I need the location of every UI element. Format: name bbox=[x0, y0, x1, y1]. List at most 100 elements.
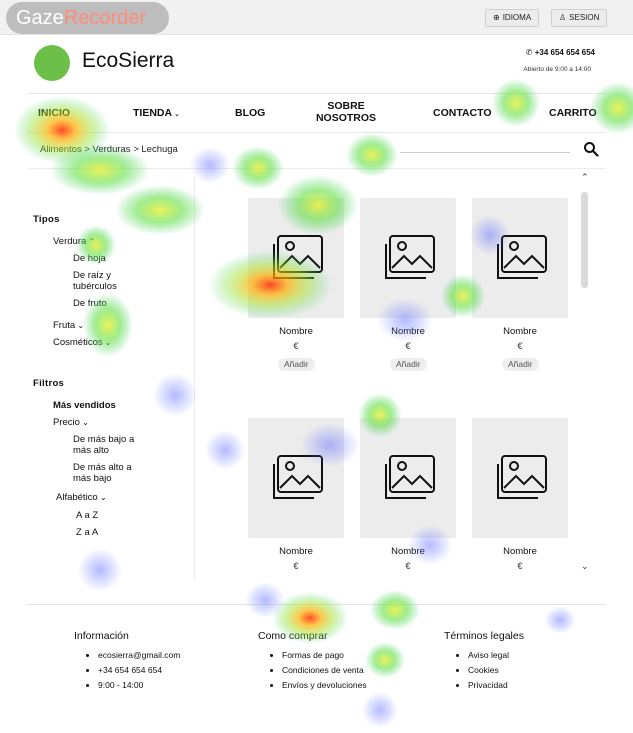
footer-info-title: Información bbox=[74, 630, 129, 642]
chevron-down-icon: ⌄ bbox=[75, 321, 85, 330]
product-name[interactable]: Nombre bbox=[391, 546, 425, 557]
globe-icon: ⊕ bbox=[493, 13, 500, 22]
scroll-down-icon[interactable]: ⌄ bbox=[581, 561, 589, 571]
product-price: € bbox=[293, 561, 299, 571]
footer-buy-title: Como comprar bbox=[258, 630, 328, 642]
sidebar-divider bbox=[194, 176, 195, 580]
image-placeholder-icon bbox=[385, 455, 435, 499]
footer-link[interactable]: Privacidad bbox=[468, 678, 509, 693]
divider bbox=[28, 168, 606, 169]
nav-inicio[interactable]: INICIO bbox=[38, 107, 70, 119]
filter-mas-vendidos[interactable]: Más vendidos bbox=[53, 400, 116, 411]
footer-link[interactable]: Aviso legal bbox=[468, 648, 509, 663]
language-button[interactable]: ⊕ IDIOMA bbox=[485, 9, 540, 27]
cosmeticos-label: Cosméticos bbox=[53, 337, 103, 348]
footer-link[interactable]: Envíos y devoluciones bbox=[282, 678, 367, 693]
footer-hours: 9:00 - 14:00 bbox=[98, 678, 180, 693]
product-price: € bbox=[293, 341, 299, 351]
product-name[interactable]: Nombre bbox=[279, 546, 313, 557]
nav-carrito-label: CARRITO bbox=[549, 107, 597, 119]
fruta-label: Fruta bbox=[53, 320, 76, 331]
footer-link[interactable]: Cookies bbox=[468, 663, 509, 678]
nav-blog-label: BLOG bbox=[235, 107, 266, 119]
product-image[interactable] bbox=[360, 198, 456, 318]
filter-cosmeticos[interactable]: Cosméticos ⌄ bbox=[53, 337, 112, 348]
session-label: SESION bbox=[569, 13, 600, 22]
filter-de-raiz[interactable]: De raíz y tubérculos bbox=[73, 270, 117, 292]
footer-email[interactable]: ecosierra@gmail.com bbox=[98, 648, 180, 663]
nav-carrito[interactable]: CARRITO bbox=[549, 107, 597, 119]
badge-text-2: Recorder bbox=[63, 7, 147, 29]
opening-hours: Abierto de 9:00 a 14:00 bbox=[523, 66, 591, 73]
filter-de-fruto[interactable]: De fruto bbox=[73, 298, 107, 309]
chevron-down-icon: ⌄ bbox=[172, 111, 180, 118]
breadcrumb[interactable]: Alimentos > Verduras > Lechuga bbox=[40, 144, 178, 155]
filter-fruta[interactable]: Fruta ⌄ bbox=[53, 320, 84, 331]
tipos-heading: Tipos bbox=[33, 214, 60, 225]
nav-contacto-label: CONTACTO bbox=[433, 107, 492, 119]
nav-contacto[interactable]: CONTACTO bbox=[433, 107, 492, 119]
main-nav: INICIO TIENDA ⌄ BLOG SOBRE NOSOTROS CONT… bbox=[28, 93, 606, 133]
search-input[interactable] bbox=[400, 152, 570, 153]
phone-icon: ✆ bbox=[525, 48, 535, 57]
product-image[interactable] bbox=[248, 198, 344, 318]
product-name[interactable]: Nombre bbox=[391, 326, 425, 337]
nav-sobre-nosotros[interactable]: SOBRE NOSOTROS bbox=[315, 100, 377, 124]
product-price: € bbox=[517, 561, 523, 571]
footer-info-list: ecosierra@gmail.com +34 654 654 654 9:00… bbox=[86, 648, 180, 693]
add-to-cart-button[interactable]: Añadir bbox=[502, 358, 539, 371]
chevron-down-icon: ⌄ bbox=[79, 418, 89, 427]
filter-a-z[interactable]: A a Z bbox=[76, 510, 99, 521]
image-placeholder-icon bbox=[497, 235, 547, 279]
add-to-cart-button[interactable]: Añadir bbox=[390, 358, 427, 371]
footer-link[interactable]: Formas de pago bbox=[282, 648, 367, 663]
filter-bajo-alto[interactable]: De más bajo a más alto bbox=[73, 434, 135, 456]
phone-text: +34 654 654 654 bbox=[534, 48, 595, 57]
image-placeholder-icon bbox=[497, 455, 547, 499]
nav-inicio-label: INICIO bbox=[38, 107, 71, 119]
product-name[interactable]: Nombre bbox=[279, 326, 313, 337]
gazerecorder-badge: GazeRecorder bbox=[6, 2, 169, 34]
precio-label: Precio bbox=[53, 417, 80, 428]
product-price: € bbox=[405, 341, 411, 351]
product-image[interactable] bbox=[472, 418, 568, 538]
logo[interactable] bbox=[34, 45, 70, 81]
filter-alfabetico[interactable]: Alfabético ⌄ bbox=[56, 492, 107, 503]
footer-link[interactable]: Condiciones de venta bbox=[282, 663, 367, 678]
footer-phone: +34 654 654 654 bbox=[98, 663, 180, 678]
session-button[interactable]: ♙ SESION bbox=[551, 9, 608, 27]
search-icon[interactable] bbox=[583, 141, 599, 157]
filtros-heading: Filtros bbox=[33, 378, 65, 389]
filter-z-a[interactable]: Z a A bbox=[76, 527, 99, 538]
image-placeholder-icon bbox=[273, 455, 323, 499]
filter-precio[interactable]: Precio ⌄ bbox=[53, 417, 89, 428]
filter-verdura[interactable]: Verdura ⌃ bbox=[53, 236, 95, 247]
user-icon: ♙ bbox=[559, 13, 567, 22]
footer-legal-list: Aviso legal Cookies Privacidad bbox=[456, 648, 509, 693]
product-price: € bbox=[405, 561, 411, 571]
product-image[interactable] bbox=[360, 418, 456, 538]
badge-text-1: Gaze bbox=[16, 7, 64, 29]
nav-tienda-label: TIENDA bbox=[133, 107, 173, 119]
phone-number: ✆ +34 654 654 654 bbox=[526, 48, 595, 57]
brand-name[interactable]: EcoSierra bbox=[82, 49, 175, 72]
alfabetico-label: Alfabético bbox=[56, 492, 98, 503]
filter-alto-bajo[interactable]: De más alto a más bajo bbox=[73, 462, 132, 484]
verdura-label: Verdura bbox=[53, 236, 87, 247]
scrollbar-thumb[interactable] bbox=[581, 192, 588, 288]
product-price: € bbox=[517, 341, 523, 351]
product-image[interactable] bbox=[248, 418, 344, 538]
chevron-up-icon: ⌃ bbox=[86, 237, 96, 246]
chevron-down-icon: ⌄ bbox=[102, 338, 112, 347]
product-name[interactable]: Nombre bbox=[503, 546, 537, 557]
filter-de-hoja[interactable]: De hoja bbox=[73, 253, 106, 264]
add-to-cart-button[interactable]: Añadir bbox=[278, 358, 315, 371]
image-placeholder-icon bbox=[385, 235, 435, 279]
footer-legal-title: Términos legales bbox=[444, 630, 524, 642]
nav-blog[interactable]: BLOG bbox=[235, 107, 265, 119]
product-name[interactable]: Nombre bbox=[503, 326, 537, 337]
footer-divider bbox=[28, 604, 606, 605]
nav-tienda[interactable]: TIENDA ⌄ bbox=[133, 107, 180, 121]
product-image[interactable] bbox=[472, 198, 568, 318]
scroll-up-icon[interactable]: ⌃ bbox=[581, 172, 589, 182]
